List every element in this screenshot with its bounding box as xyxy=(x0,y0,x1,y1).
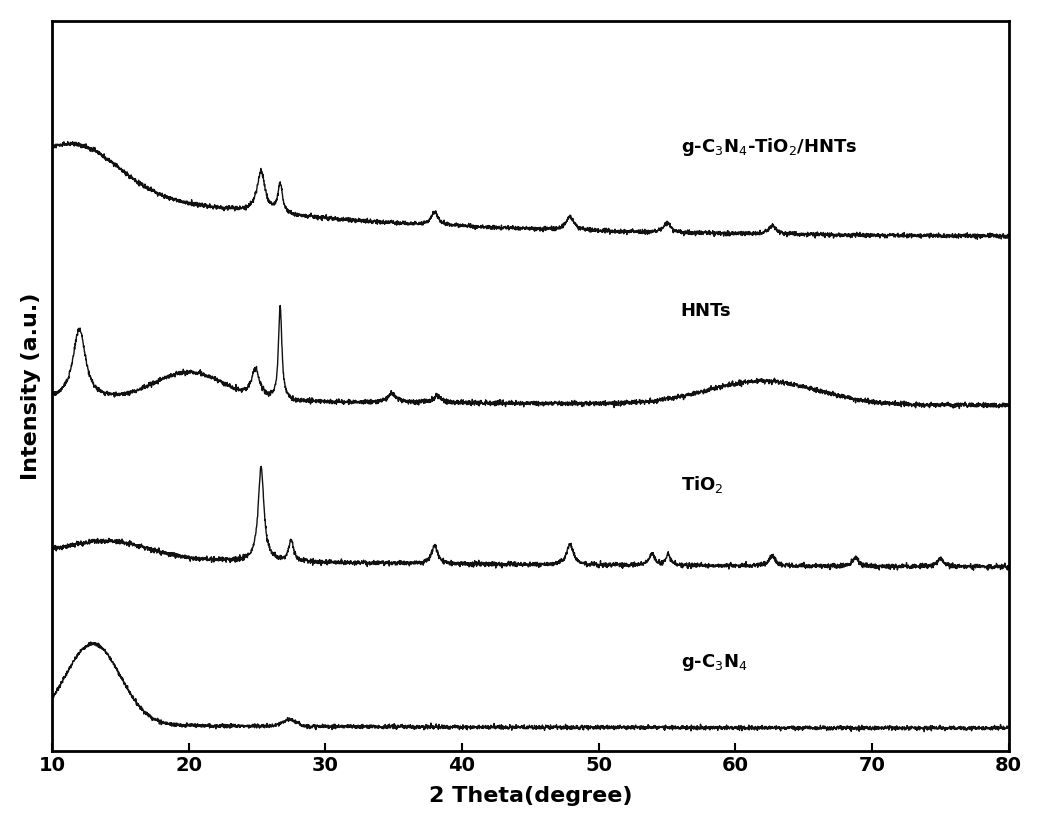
Text: g-C$_3$N$_4$-TiO$_2$/HNTs: g-C$_3$N$_4$-TiO$_2$/HNTs xyxy=(681,136,857,158)
Text: g-C$_3$N$_4$: g-C$_3$N$_4$ xyxy=(681,653,748,673)
Text: HNTs: HNTs xyxy=(681,303,731,320)
Text: TiO$_2$: TiO$_2$ xyxy=(681,474,724,495)
X-axis label: 2 Theta(degree): 2 Theta(degree) xyxy=(429,786,632,806)
Y-axis label: Intensity (a.u.): Intensity (a.u.) xyxy=(21,292,41,480)
